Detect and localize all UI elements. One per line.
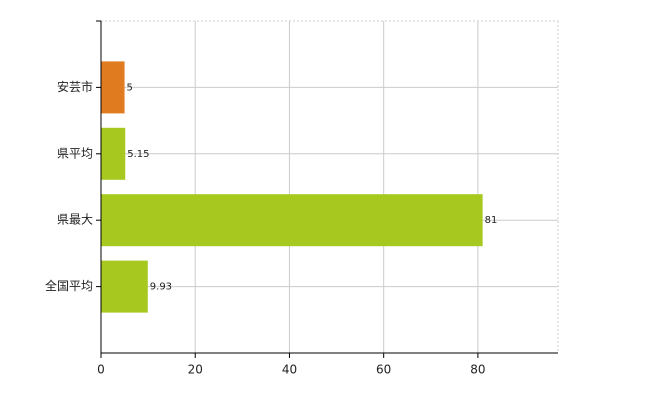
x-tick-label: 40	[282, 363, 297, 377]
value-label: 5.15	[127, 149, 149, 160]
value-label: 9.93	[150, 282, 172, 293]
y-tick-label: 県平均	[57, 146, 93, 160]
y-tick-label: 全国平均	[45, 278, 93, 293]
value-label: 5	[127, 82, 133, 93]
bar	[101, 194, 483, 247]
grid	[100, 21, 558, 353]
bar	[101, 127, 126, 180]
value-label: 81	[485, 215, 498, 226]
x-tick-label: 60	[376, 363, 391, 377]
bar	[101, 61, 125, 114]
y-tick-label: 県最大	[57, 213, 93, 227]
x-tick-label: 20	[188, 363, 203, 377]
x-tick-label: 80	[470, 363, 485, 377]
bar	[101, 260, 148, 313]
marks	[101, 61, 483, 313]
y-tick-label: 安芸市	[57, 79, 93, 94]
x-tick-label: 0	[97, 363, 105, 377]
